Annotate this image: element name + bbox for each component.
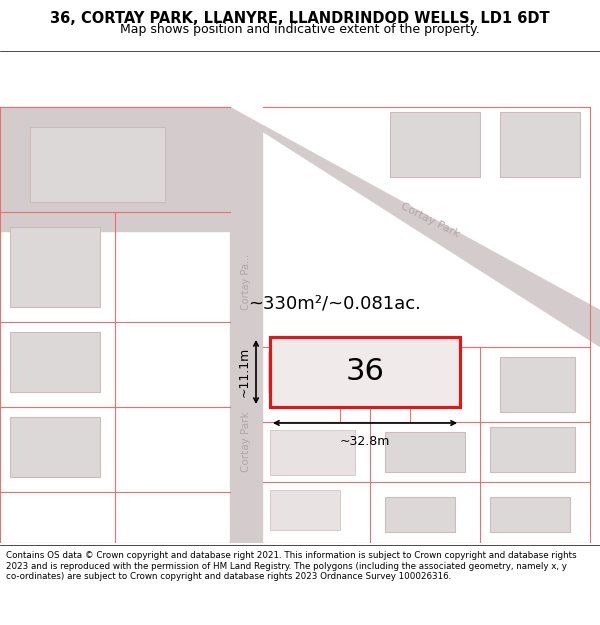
Text: Cortay Pa...: Cortay Pa... — [241, 254, 251, 310]
Polygon shape — [230, 107, 600, 347]
Text: ~32.8m: ~32.8m — [340, 435, 390, 448]
Text: 36, CORTAY PARK, LLANYRE, LLANDRINDOD WELLS, LD1 6DT: 36, CORTAY PARK, LLANYRE, LLANDRINDOD WE… — [50, 11, 550, 26]
Text: Cortay Park: Cortay Park — [241, 412, 251, 472]
Bar — [10, 417, 100, 477]
Bar — [490, 497, 570, 532]
Text: Contains OS data © Crown copyright and database right 2021. This information is : Contains OS data © Crown copyright and d… — [6, 551, 577, 581]
Bar — [30, 127, 165, 202]
Text: ~11.1m: ~11.1m — [238, 347, 251, 397]
Bar — [10, 332, 100, 392]
Bar — [270, 490, 340, 530]
Bar — [270, 337, 460, 407]
Text: Map shows position and indicative extent of the property.: Map shows position and indicative extent… — [120, 23, 480, 36]
Bar — [385, 497, 455, 532]
Bar — [500, 112, 580, 177]
Bar — [385, 432, 465, 472]
Bar — [490, 427, 575, 472]
Bar — [390, 112, 480, 177]
Polygon shape — [230, 107, 263, 543]
Bar — [500, 357, 575, 412]
Polygon shape — [0, 107, 230, 232]
Text: Cortay Park: Cortay Park — [399, 201, 461, 239]
Bar — [10, 227, 100, 307]
Bar — [268, 352, 328, 392]
Bar — [340, 352, 395, 392]
Bar — [270, 430, 355, 475]
Text: ~330m²/~0.081ac.: ~330m²/~0.081ac. — [248, 295, 421, 313]
Text: 36: 36 — [346, 357, 385, 386]
